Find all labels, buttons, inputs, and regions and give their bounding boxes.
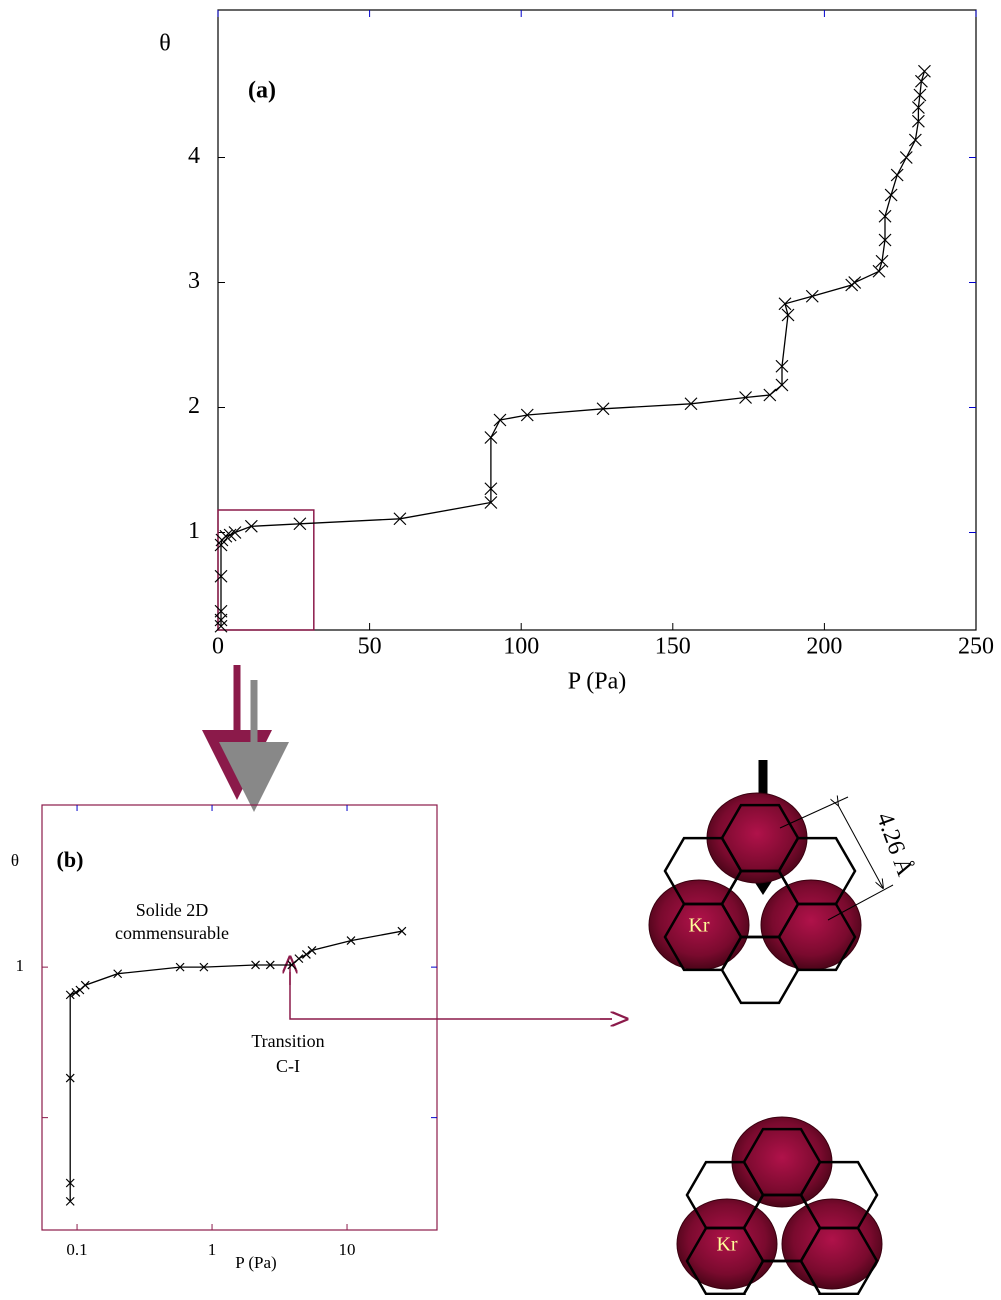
data-marker: [805, 289, 819, 303]
data-marker: [872, 264, 886, 278]
data-marker: [199, 962, 209, 972]
lattice-diagram: Kr Kr 4.26 Å: [648, 792, 918, 1300]
atom-label: Kr: [716, 1234, 737, 1256]
data-marker: [223, 528, 237, 542]
data-marker: [214, 619, 228, 633]
data-marker: [265, 960, 275, 970]
data-marker: [393, 512, 407, 526]
panel-label: (b): [57, 847, 84, 872]
data-marker: [214, 604, 228, 618]
data-marker: [890, 168, 904, 182]
zoom-region: [217, 509, 315, 631]
data-marker: [878, 209, 892, 223]
data-marker: [65, 1196, 75, 1206]
data-marker: [484, 496, 498, 509]
data-marker: [884, 188, 898, 202]
y-tick-label: 4: [188, 143, 200, 169]
distance-label: 4.26 Å: [871, 809, 918, 880]
x-tick-label: 250: [958, 634, 994, 660]
data-marker: [775, 359, 789, 373]
atom: [760, 879, 862, 971]
panel-label: (a): [248, 78, 276, 104]
x-tick-label: 0: [212, 634, 224, 660]
data-marker: [65, 1073, 75, 1083]
data-marker: [911, 114, 925, 128]
transition-arrow: [289, 962, 612, 1020]
y-tick-label: 2: [188, 393, 200, 419]
x-tick-label: 10: [339, 1240, 356, 1259]
data-marker: [251, 960, 260, 970]
data-marker: [484, 482, 498, 496]
annotation: commensurable: [115, 923, 229, 943]
data-marker: [214, 538, 228, 552]
data-marker: [113, 969, 123, 979]
x-tick-label: 100: [503, 634, 539, 660]
lattice-cell: [720, 935, 800, 1005]
data-marker: [778, 297, 792, 311]
data-marker: [65, 1178, 75, 1188]
y-axis-label: θ: [159, 31, 171, 57]
atom-label: Kr: [688, 915, 709, 937]
x-tick-label: 1: [208, 1240, 217, 1259]
data-marker: [763, 388, 777, 402]
data-marker: [878, 233, 892, 247]
data-marker: [244, 519, 258, 533]
data-marker: [520, 408, 534, 422]
data-marker: [913, 88, 927, 102]
y-tick-label: 1: [188, 518, 200, 544]
data-marker: [775, 378, 789, 392]
x-axis-label: P (Pa): [235, 1253, 276, 1272]
data-marker: [875, 254, 889, 268]
annotation: Transition: [251, 1031, 324, 1051]
x-tick-label: 200: [806, 634, 842, 660]
data-marker: [80, 980, 90, 990]
data-marker: [684, 397, 698, 411]
data-marker: [301, 950, 311, 959]
data-marker: [397, 926, 407, 936]
x-tick-label: 0.1: [66, 1240, 87, 1259]
data-marker: [848, 276, 862, 289]
data-marker: [71, 988, 81, 997]
data-marker: [175, 962, 185, 972]
data-marker: [287, 960, 297, 970]
data-marker: [484, 431, 498, 444]
x-tick-label: 150: [655, 634, 691, 660]
y-tick-label: 1: [16, 956, 25, 975]
data-marker: [493, 413, 507, 427]
plot-frame: [41, 804, 438, 1231]
data-marker: [899, 151, 913, 164]
data-marker: [214, 569, 228, 583]
data-marker: [307, 945, 317, 955]
x-axis-label: P (Pa): [568, 669, 626, 695]
data-marker: [781, 308, 795, 322]
data-marker: [228, 526, 242, 539]
annotation: Solide 2D: [136, 900, 209, 920]
data-marker: [908, 133, 922, 147]
data-marker: [918, 64, 931, 78]
data-line: [220, 71, 926, 627]
data-marker: [596, 402, 610, 416]
dimension-line: [838, 805, 883, 888]
y-tick-label: 3: [188, 268, 200, 294]
plot-frame: [217, 9, 977, 631]
lattice-cell: [742, 1259, 822, 1300]
data-marker: [294, 954, 304, 964]
data-marker: [914, 74, 928, 88]
atom: [781, 1198, 883, 1290]
data-marker: [65, 990, 75, 1000]
data-marker: [739, 391, 752, 404]
annotation: C-I: [276, 1056, 300, 1076]
x-tick-label: 50: [358, 634, 382, 660]
dimension-ext: [827, 884, 894, 921]
data-marker: [293, 517, 307, 531]
atom: [731, 1116, 833, 1208]
data-marker: [346, 936, 356, 946]
data-marker: [911, 101, 925, 114]
data-marker: [219, 529, 233, 543]
y-axis-label: θ: [11, 851, 19, 870]
